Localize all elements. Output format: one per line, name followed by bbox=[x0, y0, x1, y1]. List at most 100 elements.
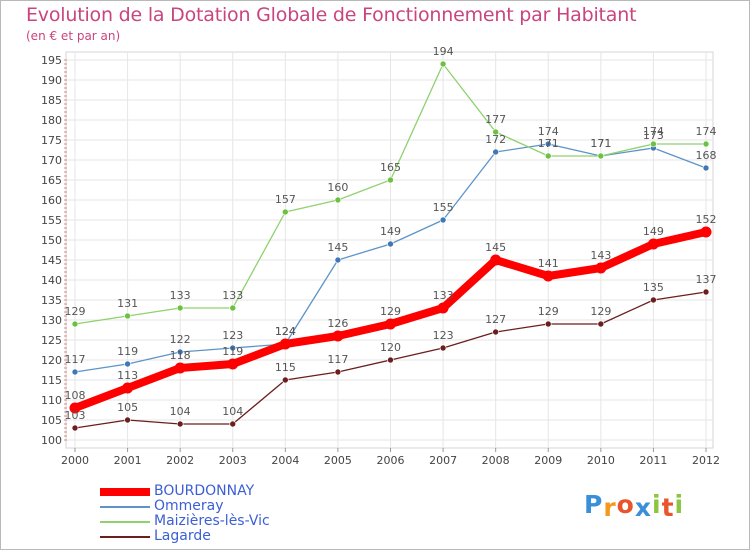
data-point-bourdonnay bbox=[647, 238, 659, 250]
data-label-lagarde: 137 bbox=[696, 273, 717, 286]
data-point-lagarde bbox=[492, 328, 499, 336]
data-point-lagarde bbox=[544, 320, 552, 328]
data-label-ommeray: 149 bbox=[380, 225, 401, 238]
x-tick-label: 2006 bbox=[377, 454, 405, 467]
data-label-ommeray: 123 bbox=[222, 329, 243, 342]
data-point-bourdonnay bbox=[279, 338, 291, 350]
proxiti-logo: Proxiti bbox=[584, 490, 685, 522]
data-label-lagarde: 135 bbox=[643, 281, 664, 294]
data-label-bourdonnay: 119 bbox=[222, 345, 243, 358]
data-label-maizi-res-l-s-vic: 174 bbox=[696, 125, 717, 138]
data-point-maizi-res-l-s-vic bbox=[597, 152, 605, 160]
data-label-ommeray: 173 bbox=[643, 129, 664, 142]
data-point-ommeray bbox=[702, 164, 710, 172]
y-tick-label: 130 bbox=[41, 314, 62, 327]
data-point-maizi-res-l-s-vic bbox=[176, 304, 184, 312]
data-label-ommeray: 145 bbox=[327, 241, 348, 254]
data-label-bourdonnay: 124 bbox=[275, 325, 296, 338]
data-point-ommeray bbox=[334, 256, 342, 264]
x-tick-label: 2012 bbox=[692, 454, 720, 467]
data-label-maizi-res-l-s-vic: 129 bbox=[65, 305, 86, 318]
data-point-maizi-res-l-s-vic bbox=[439, 60, 447, 68]
data-point-maizi-res-l-s-vic bbox=[650, 140, 657, 148]
y-tick-label: 120 bbox=[41, 354, 62, 367]
y-tick-label: 140 bbox=[41, 274, 62, 287]
data-label-maizi-res-l-s-vic: 157 bbox=[275, 193, 296, 206]
y-tick-label: 150 bbox=[41, 234, 62, 247]
series-maizi-res-l-s-vic bbox=[71, 60, 710, 328]
data-labels: 103 105 104 104 115 117 120 123 127 129 129 135 137 1… bbox=[65, 45, 717, 422]
data-point-bourdonnay bbox=[700, 226, 712, 238]
x-tick-label: 2005 bbox=[324, 454, 352, 467]
data-label-ommeray: 117 bbox=[65, 353, 86, 366]
data-point-lagarde bbox=[229, 420, 237, 428]
x-tick-label: 2009 bbox=[534, 454, 562, 467]
data-label-bourdonnay: 113 bbox=[117, 369, 138, 382]
data-label-maizi-res-l-s-vic: 160 bbox=[327, 181, 348, 194]
data-label-ommeray: 155 bbox=[433, 201, 454, 214]
data-label-lagarde: 129 bbox=[590, 305, 611, 318]
data-point-maizi-res-l-s-vic bbox=[702, 140, 710, 148]
legend-label-bourdonnay: BOURDONNAY bbox=[154, 483, 255, 499]
logo-letter: t bbox=[661, 493, 675, 522]
data-point-lagarde bbox=[282, 376, 289, 384]
data-point-ommeray bbox=[71, 368, 79, 376]
axes: 100 105 110 115 120 125 130 135 140 145 150 155 160 1… bbox=[41, 54, 720, 467]
grid bbox=[65, 51, 714, 449]
data-label-bourdonnay: 149 bbox=[643, 225, 664, 238]
y-tick-label: 165 bbox=[41, 174, 62, 187]
series-lagarde bbox=[71, 288, 710, 432]
plot-area bbox=[65, 51, 714, 449]
data-point-lagarde bbox=[650, 296, 657, 304]
data-label-lagarde: 117 bbox=[327, 353, 348, 366]
data-label-bourdonnay: 118 bbox=[170, 349, 191, 362]
legend: BOURDONNAY Ommeray Maizières-lès-Vic Lag… bbox=[100, 484, 270, 544]
data-point-maizi-res-l-s-vic bbox=[229, 304, 237, 312]
data-label-ommeray: 124 bbox=[275, 325, 296, 338]
data-point-lagarde bbox=[597, 320, 605, 328]
data-point-maizi-res-l-s-vic bbox=[544, 152, 552, 160]
data-point-ommeray bbox=[492, 148, 499, 156]
y-tick-label: 105 bbox=[41, 414, 62, 427]
legend-label-ommeray: Ommeray bbox=[154, 498, 224, 514]
y-tick-label: 135 bbox=[41, 294, 62, 307]
data-label-lagarde: 104 bbox=[170, 405, 191, 418]
data-point-maizi-res-l-s-vic bbox=[282, 208, 289, 216]
x-tick-label: 2000 bbox=[61, 454, 89, 467]
x-tick-label: 2008 bbox=[482, 454, 510, 467]
legend-label-lagarde: Lagarde bbox=[154, 528, 211, 544]
data-label-ommeray: 174 bbox=[538, 125, 559, 138]
data-label-lagarde: 127 bbox=[485, 313, 506, 326]
data-point-ommeray bbox=[387, 240, 394, 248]
data-label-ommeray: 119 bbox=[117, 345, 138, 358]
data-point-ommeray bbox=[176, 348, 184, 356]
logo-letter: i bbox=[674, 490, 685, 519]
legend-swatch-ommeray bbox=[100, 505, 150, 508]
data-label-bourdonnay: 108 bbox=[65, 389, 86, 402]
legend-label-maizieres: Maizières-lès-Vic bbox=[154, 513, 270, 529]
y-tick-label: 190 bbox=[41, 74, 62, 87]
data-point-maizi-res-l-s-vic bbox=[71, 320, 79, 328]
x-tick-label: 2002 bbox=[166, 454, 194, 467]
data-label-bourdonnay: 133 bbox=[433, 289, 454, 302]
data-point-maizi-res-l-s-vic bbox=[124, 312, 131, 320]
y-tick-label: 100 bbox=[41, 434, 62, 447]
series bbox=[69, 60, 712, 432]
data-point-ommeray bbox=[229, 344, 237, 352]
data-label-ommeray: 171 bbox=[590, 137, 611, 150]
data-label-lagarde: 123 bbox=[433, 329, 454, 342]
x-tick-label: 2007 bbox=[429, 454, 457, 467]
data-label-maizi-res-l-s-vic: 131 bbox=[117, 297, 138, 310]
data-label-lagarde: 103 bbox=[65, 409, 86, 422]
y-tick-label: 175 bbox=[41, 134, 62, 147]
data-point-bourdonnay bbox=[332, 330, 344, 342]
data-label-bourdonnay: 152 bbox=[696, 213, 717, 226]
data-label-maizi-res-l-s-vic: 171 bbox=[538, 137, 559, 150]
logo-letter: i bbox=[652, 490, 662, 519]
data-point-ommeray bbox=[544, 140, 552, 148]
data-point-bourdonnay bbox=[385, 318, 396, 330]
data-point-bourdonnay bbox=[490, 254, 502, 266]
data-label-ommeray: 168 bbox=[696, 149, 717, 162]
data-label-ommeray: 172 bbox=[485, 133, 506, 146]
